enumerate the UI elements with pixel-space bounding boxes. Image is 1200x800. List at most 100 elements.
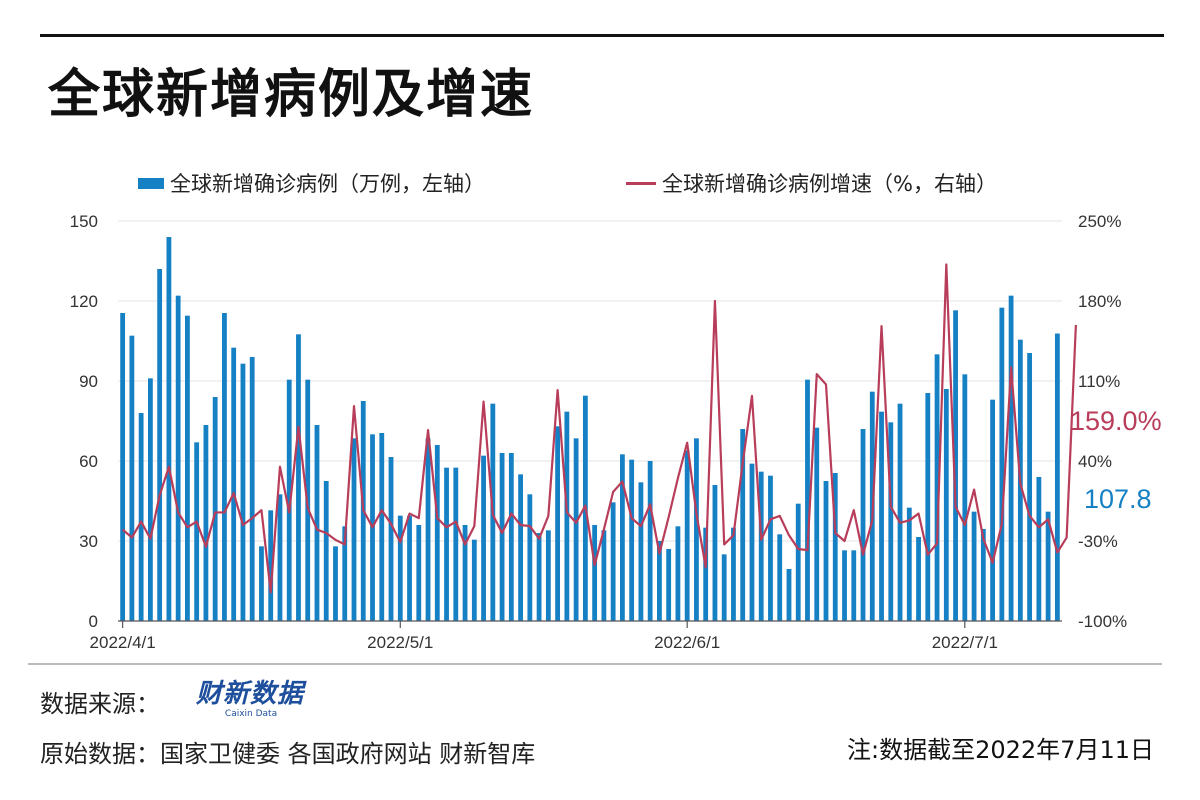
bar (1036, 477, 1042, 621)
bar (916, 537, 921, 621)
bar (166, 237, 172, 621)
bar (453, 467, 459, 621)
bar (703, 527, 709, 621)
bar (740, 429, 746, 621)
bar (953, 310, 958, 621)
rate-line (121, 263, 1077, 594)
y-left-tick-label: 60 (79, 452, 98, 471)
bar (434, 445, 440, 621)
bar (638, 482, 644, 621)
bar (851, 550, 857, 621)
bar (397, 515, 403, 621)
y-right-tick-label: 40% (1078, 452, 1112, 471)
line-series (121, 263, 1077, 594)
bar (471, 539, 477, 621)
x-tick-label: 2022/5/1 (367, 633, 433, 652)
bar (536, 533, 542, 621)
bar (527, 494, 533, 621)
y-left-tick-label: 90 (79, 372, 98, 391)
bar (323, 481, 329, 621)
bar (388, 457, 394, 621)
bar (342, 526, 348, 621)
bar (212, 397, 218, 621)
bar (185, 315, 190, 621)
bar (1008, 295, 1014, 621)
bar (805, 379, 810, 621)
y-left-tick-label: 150 (70, 212, 98, 231)
bar (416, 525, 422, 621)
callout-last-cases: 107.8 (1084, 484, 1152, 514)
bar (842, 550, 847, 621)
bar (684, 450, 690, 621)
bar (721, 554, 727, 621)
bar (675, 526, 681, 621)
bar (999, 307, 1005, 621)
bar (879, 411, 884, 621)
legend-item-rate: 全球新增确诊病例增速（%，右轴） (626, 168, 997, 198)
bar (518, 474, 523, 621)
bar (120, 313, 126, 621)
legend-label-cases: 全球新增确诊病例（万例，左轴） (170, 172, 485, 196)
bar (758, 471, 764, 621)
bar (157, 269, 163, 621)
bar (888, 422, 894, 621)
legend-bar-swatch (138, 177, 164, 189)
bar (222, 313, 227, 621)
bar (647, 461, 653, 621)
bar (240, 363, 246, 621)
bar (407, 515, 412, 621)
bar (786, 569, 792, 621)
bar (333, 546, 338, 621)
bar (768, 475, 773, 621)
bar (619, 454, 625, 621)
bar (980, 529, 986, 621)
x-tick-label: 2022/4/1 (90, 633, 156, 652)
y-left-tick-label: 120 (70, 292, 98, 311)
bar (1027, 353, 1033, 621)
y-right-tick-label: 180% (1078, 292, 1121, 311)
bar (138, 413, 144, 621)
bar (592, 525, 598, 621)
caixin-logo: 财新数据 Caixin Data (196, 680, 316, 722)
bar (545, 530, 551, 621)
bar (249, 357, 255, 621)
bar (666, 549, 672, 621)
bar (259, 546, 264, 621)
bar (314, 425, 320, 621)
axes: 0 -100% 30 -30% 60 40% 90 110% 120 180% 150 250% 202… (70, 212, 1128, 652)
bar (795, 503, 801, 621)
legend: 全球新增确诊病例（万例，左轴） 全球新增确诊病例增速（%，右轴） (0, 168, 1200, 198)
bar (610, 502, 616, 621)
bar (990, 399, 995, 621)
logo-subtext: Caixin Data (224, 709, 278, 719)
legend-label-rate: 全球新增确诊病例增速（%，右轴） (662, 172, 997, 196)
data-note: 注:数据截至2022年7月11日 (847, 736, 1154, 764)
bar (203, 425, 209, 621)
bar (277, 494, 283, 621)
bar (897, 403, 903, 621)
bar (814, 427, 820, 621)
bar (629, 459, 635, 621)
x-tick-label: 2022/6/1 (654, 633, 720, 652)
bar (962, 374, 968, 621)
legend-line-swatch (626, 181, 656, 185)
bar (971, 511, 977, 621)
bar (731, 527, 736, 621)
page-title: 全球新增病例及增速 (48, 65, 535, 125)
bar (694, 438, 699, 621)
bar (925, 393, 931, 621)
bar (777, 534, 783, 621)
bar (444, 467, 449, 621)
bar (564, 411, 570, 621)
bar (194, 442, 200, 621)
bar-series (120, 237, 1060, 621)
bar (860, 429, 866, 621)
bar (508, 453, 514, 621)
top-rule (40, 34, 1164, 37)
bar (481, 455, 486, 621)
bar (657, 541, 662, 621)
bar (147, 378, 153, 621)
y-left-tick-label: 0 (89, 612, 98, 631)
callout-last-rate: 159.0% (1070, 406, 1162, 436)
footer-rule (28, 663, 1162, 665)
